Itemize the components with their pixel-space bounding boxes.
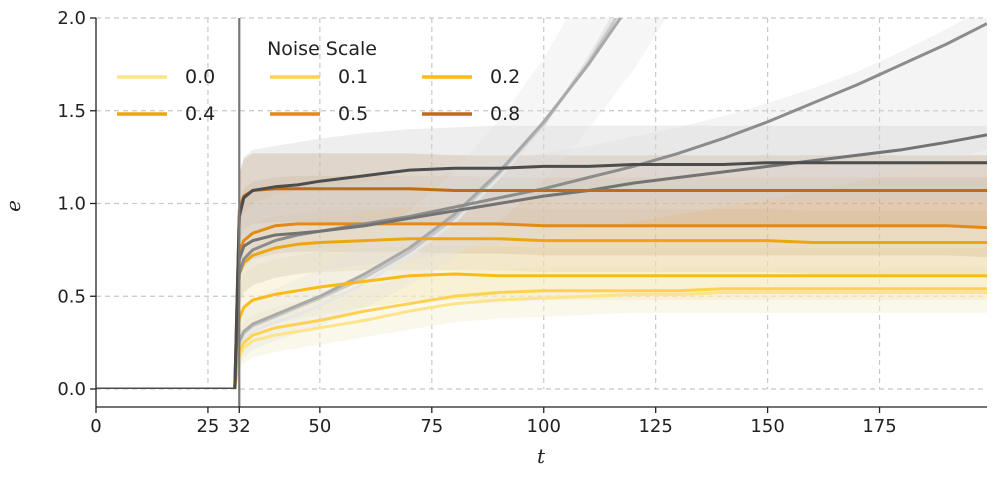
x-tick-label: 125	[638, 416, 672, 437]
confidence-bands	[96, 18, 987, 389]
band-6	[96, 18, 987, 389]
legend: Noise Scale 0.0 0.1 0.2 0.4 0.5 0.8	[117, 38, 520, 125]
series-line-0.4	[96, 237, 987, 389]
gray-series-line-9	[96, 22, 987, 389]
series-line-0.0	[96, 291, 987, 389]
x-ticks: 0 25 32 50 75 100 125 150 175	[90, 407, 897, 437]
y-tick-label: 1.0	[57, 194, 86, 215]
legend-label-0.5: 0.5	[338, 103, 368, 125]
series-lines	[96, 18, 987, 389]
x-tick-label: 150	[750, 416, 784, 437]
x-tick-label: 100	[527, 416, 561, 437]
series-line-0.1	[96, 287, 987, 389]
y-tick-label: 0.5	[57, 286, 86, 307]
band-1	[96, 246, 987, 389]
legend-label-0.1: 0.1	[338, 66, 368, 88]
legend-label-0.4: 0.4	[185, 103, 215, 125]
x-tick-label: 50	[308, 416, 331, 437]
y-tick-label: 2.0	[57, 8, 86, 29]
x-tick-label: 0	[90, 416, 101, 437]
x-tick-label: 25	[196, 416, 219, 437]
legend-label-0.8: 0.8	[490, 103, 520, 125]
series-line-0.5	[96, 222, 987, 389]
y-tick-label: 1.5	[57, 101, 86, 122]
x-tick-label: 175	[862, 416, 896, 437]
band-7	[96, 18, 667, 389]
x-tick-label: 32	[228, 416, 251, 437]
gray-series-line-10	[96, 133, 987, 389]
band-4	[96, 153, 987, 389]
grid	[96, 17, 987, 390]
series-line-0.2	[96, 272, 987, 389]
y-tick-label: 0.0	[57, 379, 86, 400]
y-ticks: 0.0 0.5 1.0 1.5 2.0	[57, 8, 96, 400]
legend-label-0.0: 0.0	[185, 66, 215, 88]
legend-label-0.2: 0.2	[490, 66, 520, 88]
band-3	[96, 175, 987, 389]
y-axis-label: e	[1, 200, 25, 212]
gray-series-line-6	[96, 18, 614, 389]
gray-series-line-8	[96, 18, 623, 389]
legend-title: Noise Scale	[267, 38, 377, 60]
x-tick-label: 75	[420, 416, 443, 437]
gray-series-line-11	[96, 161, 987, 389]
x-axis-label: t	[537, 444, 546, 468]
band-2	[96, 207, 987, 389]
